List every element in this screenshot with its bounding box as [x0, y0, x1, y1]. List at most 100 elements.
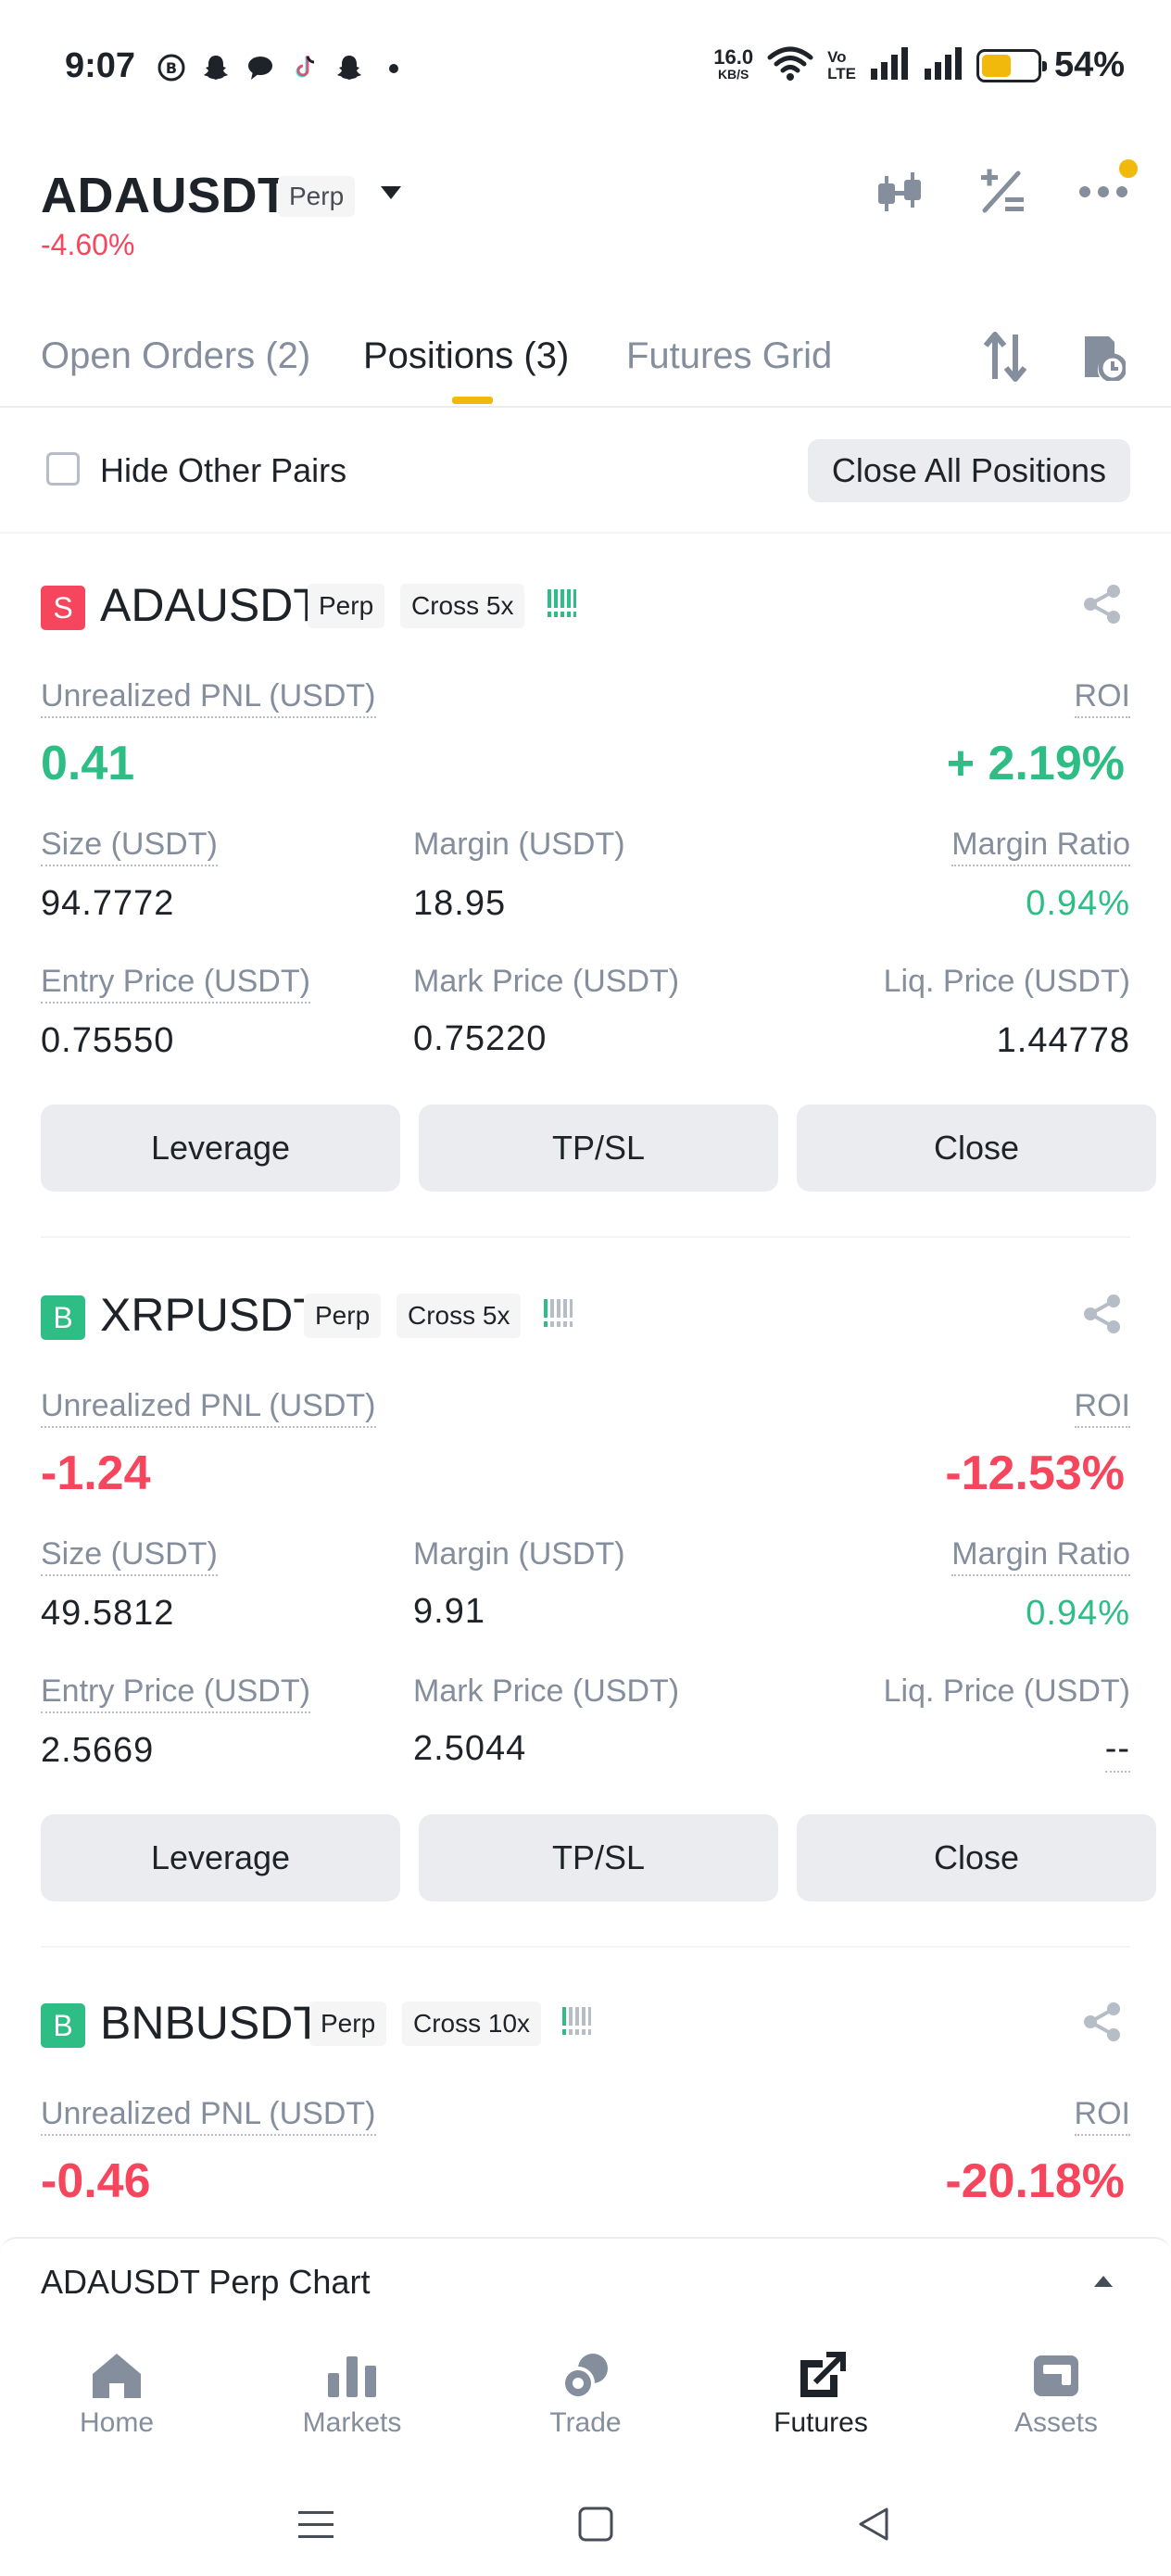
entry-price-label[interactable]: Entry Price (USDT) — [41, 1673, 310, 1713]
mark-price-label: Mark Price (USDT) — [413, 1673, 680, 1709]
position-symbol[interactable]: ADAUSDT — [100, 579, 321, 631]
adl-indicator-icon — [547, 587, 576, 625]
roi-label[interactable]: ROI — [1074, 2096, 1130, 2136]
volte-indicator: Vo LTE — [827, 48, 856, 82]
history-document-icon — [1085, 336, 1126, 381]
sort-icon — [983, 332, 1027, 382]
wallet-icon — [1028, 2350, 1084, 2402]
share-icon[interactable] — [1082, 1294, 1123, 1334]
close-position-button[interactable]: Close — [797, 1105, 1156, 1192]
unrealized-pnl-value: 0.41 — [41, 737, 135, 790]
position-symbol[interactable]: XRPUSDT — [100, 1289, 321, 1341]
position-type-chip: Perp — [308, 584, 385, 628]
side-badge: B — [41, 1295, 85, 1340]
position-symbol[interactable]: BNBUSDT — [100, 1997, 321, 2049]
share-icon[interactable] — [1082, 584, 1123, 625]
network-speed-unit: KB/S — [717, 66, 749, 82]
margin-mode-chip: Cross 10x — [402, 2001, 542, 2046]
size-value: 94.7772 — [41, 884, 175, 923]
unrealized-pnl-label[interactable]: Unrealized PNL (USDT) — [41, 1388, 376, 1428]
tpsl-button[interactable]: TP/SL — [419, 1105, 778, 1192]
chart-drawer[interactable]: ADAUSDT Perp Chart — [0, 2237, 1171, 2326]
signal-icon — [923, 46, 963, 84]
status-right: 16.0 KB/S Vo LTE 54% — [713, 44, 1125, 86]
roi-value: -12.53% — [945, 1446, 1125, 1500]
share-icon[interactable] — [1082, 2001, 1123, 2042]
margin-mode-chip: Cross 5x — [400, 584, 525, 628]
dot-icon — [378, 52, 409, 83]
entry-price-value: 0.75550 — [41, 1021, 175, 1060]
hide-other-pairs-checkbox[interactable] — [46, 452, 80, 486]
roi-label[interactable]: ROI — [1074, 1388, 1130, 1428]
nav-trade[interactable]: Trade — [502, 2350, 669, 2439]
mark-price-value: 0.75220 — [413, 1019, 548, 1058]
margin-ratio-label[interactable]: Margin Ratio — [951, 1536, 1130, 1576]
close-all-positions-button[interactable]: Close All Positions — [807, 439, 1130, 502]
nav-futures[interactable]: Futures — [737, 2350, 904, 2439]
price-change: -4.60% — [41, 228, 135, 261]
more-icon — [1079, 186, 1127, 197]
back-button[interactable] — [850, 2506, 897, 2543]
nav-assets-label: Assets — [1014, 2407, 1099, 2438]
adl-indicator-icon — [561, 2005, 591, 2043]
side-badge: S — [41, 586, 85, 630]
nav-home-label: Home — [79, 2407, 155, 2438]
position-type-chip: Perp — [304, 1294, 382, 1338]
battery-fill — [981, 54, 1012, 77]
bar-chart-icon — [324, 2350, 380, 2402]
margin-ratio-label[interactable]: Margin Ratio — [951, 827, 1130, 866]
nav-markets-label: Markets — [302, 2407, 402, 2438]
margin-value: 18.95 — [413, 884, 507, 923]
home-button[interactable] — [573, 2506, 619, 2543]
network-speed: 16.0 KB/S — [713, 44, 754, 82]
unrealized-pnl-label[interactable]: Unrealized PNL (USDT) — [41, 678, 376, 718]
battery-percent: 54% — [1053, 45, 1125, 84]
header-actions — [873, 159, 1138, 219]
roi-label[interactable]: ROI — [1074, 678, 1130, 718]
chevron-up-icon[interactable] — [1091, 2272, 1115, 2295]
margin-ratio-value: 0.94% — [1026, 884, 1130, 923]
tab-open-orders[interactable]: Open Orders (2) — [41, 335, 311, 376]
mark-price-label: Mark Price (USDT) — [413, 964, 680, 999]
calculator-button[interactable] — [975, 165, 1028, 219]
symbol-title[interactable]: ADAUSDT — [41, 168, 289, 223]
nav-assets[interactable]: Assets — [973, 2350, 1140, 2439]
entry-price-label[interactable]: Entry Price (USDT) — [41, 964, 310, 1004]
candlestick-chart-button[interactable] — [873, 165, 926, 219]
volte-bottom: LTE — [827, 64, 856, 82]
close-position-button[interactable]: Close — [797, 1814, 1156, 1901]
tab-futures-grid[interactable]: Futures Grid — [626, 335, 833, 376]
size-label[interactable]: Size (USDT) — [41, 1536, 218, 1576]
back-triangle-icon — [859, 2507, 888, 2541]
chevron-down-icon[interactable] — [378, 182, 404, 208]
liq-price-value: -- — [1104, 1729, 1130, 1773]
chat-bubble-icon — [245, 52, 276, 83]
chart-drawer-label: ADAUSDT Perp Chart — [41, 2263, 371, 2301]
network-speed-value: 16.0 — [713, 44, 754, 69]
divider — [41, 1946, 1130, 1948]
notification-icons: B — [156, 52, 409, 83]
unrealized-pnl-label[interactable]: Unrealized PNL (USDT) — [41, 2096, 376, 2136]
tab-positions[interactable]: Positions (3) — [363, 335, 570, 376]
margin-ratio-value: 0.94% — [1026, 1594, 1130, 1633]
recent-apps-button[interactable] — [293, 2506, 339, 2543]
tpsl-button[interactable]: TP/SL — [419, 1814, 778, 1901]
status-time: 9:07 — [65, 46, 136, 85]
leverage-button[interactable]: Leverage — [41, 1105, 400, 1192]
divider — [41, 1236, 1130, 1238]
nav-markets[interactable]: Markets — [269, 2350, 435, 2439]
side-badge: B — [41, 2003, 85, 2048]
mark-price-value: 2.5044 — [413, 1729, 527, 1768]
size-label[interactable]: Size (USDT) — [41, 827, 218, 866]
nav-home[interactable]: Home — [33, 2350, 200, 2439]
active-tab-indicator — [452, 397, 493, 404]
tiktok-icon — [289, 52, 321, 83]
more-button[interactable] — [1077, 159, 1138, 219]
filter-row: Hide Other Pairs Close All Positions — [0, 408, 1171, 534]
sort-button[interactable] — [976, 328, 1034, 385]
hide-other-pairs-label[interactable]: Hide Other Pairs — [100, 451, 347, 489]
history-button[interactable] — [1075, 328, 1132, 385]
snapchat-icon — [334, 52, 365, 83]
leverage-button[interactable]: Leverage — [41, 1814, 400, 1901]
notification-dot — [1119, 159, 1138, 178]
